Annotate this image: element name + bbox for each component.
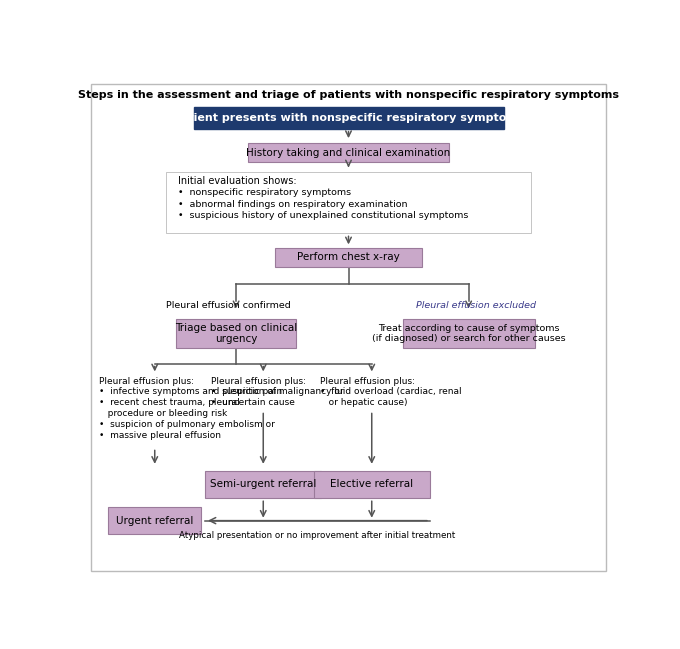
Text: •  fluid overload (cardiac, renal: • fluid overload (cardiac, renal (320, 387, 462, 397)
Bar (205, 471, 322, 498)
Bar (167, 172, 530, 234)
Bar (194, 107, 503, 129)
Text: Semi-urgent referral: Semi-urgent referral (210, 480, 316, 489)
Text: Elective referral: Elective referral (330, 480, 413, 489)
Text: •  recent chest trauma, pleural: • recent chest trauma, pleural (99, 398, 239, 407)
Text: •  uncertain cause: • uncertain cause (211, 398, 295, 407)
Bar (176, 319, 296, 348)
Text: Perform chest x-ray: Perform chest x-ray (297, 252, 400, 262)
Bar (248, 143, 449, 162)
Text: Atypical presentation or no improvement after initial treatment: Atypical presentation or no improvement … (180, 532, 456, 541)
Text: •  suspicion of pulmonary embolism or: • suspicion of pulmonary embolism or (99, 420, 275, 429)
Text: Patient presents with nonspecific respiratory symptoms: Patient presents with nonspecific respir… (173, 113, 524, 123)
Text: •  suspicion of malignancy or: • suspicion of malignancy or (211, 387, 344, 397)
Text: Initial evaluation shows:: Initial evaluation shows: (178, 176, 296, 186)
Bar (403, 319, 534, 348)
Bar (313, 471, 430, 498)
Text: Pleural effusion plus:: Pleural effusion plus: (320, 376, 415, 386)
Text: •  abnormal findings on respiratory examination: • abnormal findings on respiratory exami… (178, 200, 407, 209)
Text: Pleural effusion confirmed: Pleural effusion confirmed (166, 301, 291, 310)
Text: Steps in the assessment and triage of patients with nonspecific respiratory symp: Steps in the assessment and triage of pa… (78, 90, 619, 100)
Text: History taking and clinical examination: History taking and clinical examination (246, 147, 451, 158)
Text: •  nonspecific respiratory symptoms: • nonspecific respiratory symptoms (178, 188, 351, 197)
Text: or hepatic cause): or hepatic cause) (320, 398, 407, 407)
Text: •  massive pleural effusion: • massive pleural effusion (99, 430, 221, 439)
Text: Pleural effusion plus:: Pleural effusion plus: (99, 376, 194, 386)
Text: Treat according to cause of symptoms
(if diagnosed) or search for other causes: Treat according to cause of symptoms (if… (372, 324, 566, 343)
Text: Urgent referral: Urgent referral (116, 515, 193, 526)
Text: •  suspicious history of unexplained constitutional symptoms: • suspicious history of unexplained cons… (178, 211, 469, 220)
Bar (108, 507, 201, 535)
Text: Pleural effusion excluded: Pleural effusion excluded (416, 301, 537, 310)
Text: Triage based on clinical
urgency: Triage based on clinical urgency (175, 323, 297, 345)
Bar (275, 248, 422, 267)
Text: procedure or bleeding risk: procedure or bleeding risk (99, 409, 227, 418)
Text: •  infective symptoms and pleuritic pain: • infective symptoms and pleuritic pain (99, 387, 282, 397)
Text: Pleural effusion plus:: Pleural effusion plus: (211, 376, 306, 386)
